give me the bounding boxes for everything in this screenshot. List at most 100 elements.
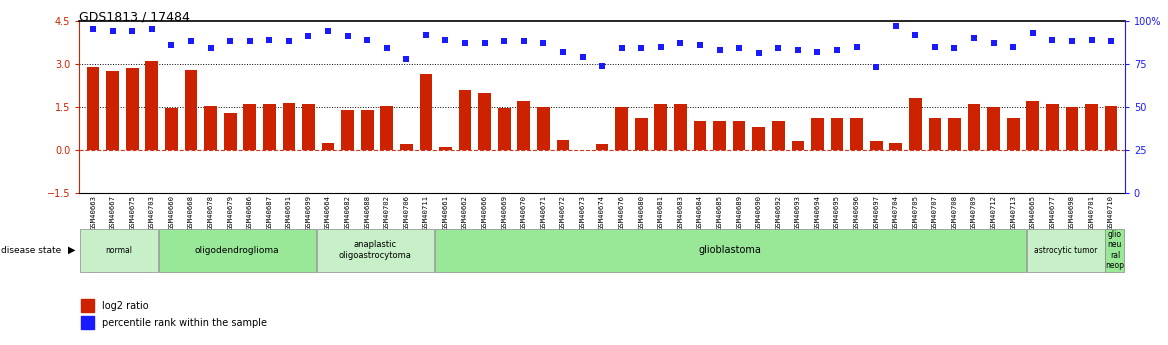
FancyBboxPatch shape	[317, 229, 434, 272]
Point	[456, 40, 474, 46]
Bar	[517, 101, 530, 150]
Point	[769, 46, 787, 51]
Point	[867, 65, 885, 70]
Point	[534, 40, 552, 46]
Bar	[772, 121, 785, 150]
Bar	[1047, 104, 1058, 150]
Point	[495, 39, 514, 44]
Point	[906, 32, 925, 37]
Bar	[654, 104, 667, 150]
Point	[279, 39, 298, 44]
Point	[162, 42, 181, 48]
Point	[887, 23, 905, 29]
Point	[925, 44, 944, 49]
Bar	[419, 74, 432, 150]
Point	[1063, 39, 1082, 44]
Bar	[635, 118, 647, 150]
Bar	[478, 92, 491, 150]
Point	[985, 40, 1003, 46]
Point	[182, 39, 201, 44]
Bar	[850, 118, 863, 150]
Point	[319, 28, 338, 34]
Bar	[792, 141, 805, 150]
Point	[632, 46, 651, 51]
Bar	[381, 106, 394, 150]
Point	[84, 27, 103, 32]
Point	[221, 39, 239, 44]
Point	[142, 27, 161, 32]
Text: astrocytic tumor: astrocytic tumor	[1034, 246, 1097, 255]
Point	[730, 46, 749, 51]
Bar	[82, 316, 93, 329]
Point	[357, 37, 376, 42]
Point	[808, 49, 827, 55]
Bar	[1105, 106, 1118, 150]
Bar	[341, 110, 354, 150]
Bar	[967, 104, 980, 150]
Text: GDS1813 / 17484: GDS1813 / 17484	[79, 10, 190, 23]
Bar	[361, 110, 374, 150]
Point	[965, 35, 983, 41]
Bar	[263, 104, 276, 150]
Bar	[498, 108, 510, 150]
Bar	[929, 118, 941, 150]
Bar	[185, 70, 197, 150]
Bar	[126, 68, 139, 150]
Bar	[204, 106, 217, 150]
Text: percentile rank within the sample: percentile rank within the sample	[102, 318, 267, 328]
Point	[1023, 30, 1042, 36]
Point	[652, 44, 670, 49]
Text: oligodendroglioma: oligodendroglioma	[195, 246, 279, 255]
Point	[573, 54, 592, 60]
Point	[690, 42, 709, 48]
Text: log2 ratio: log2 ratio	[102, 301, 148, 310]
Point	[788, 47, 807, 53]
Point	[417, 32, 436, 37]
Bar	[1027, 101, 1040, 150]
Point	[710, 47, 729, 53]
Bar	[889, 143, 902, 150]
Bar	[439, 147, 452, 150]
Point	[514, 39, 533, 44]
Bar	[1065, 107, 1078, 150]
Bar	[459, 90, 472, 150]
Text: anaplastic
oligoastrocytoma: anaplastic oligoastrocytoma	[339, 240, 411, 260]
Point	[945, 46, 964, 51]
Text: glioblastoma: glioblastoma	[698, 245, 762, 255]
Point	[750, 51, 769, 56]
FancyBboxPatch shape	[1027, 229, 1105, 272]
Bar	[321, 143, 334, 150]
Bar	[948, 118, 961, 150]
Point	[123, 28, 141, 34]
Point	[554, 49, 572, 55]
Bar	[537, 107, 550, 150]
Bar	[146, 61, 158, 150]
Point	[672, 40, 690, 46]
Point	[1003, 44, 1022, 49]
Text: ▶: ▶	[68, 245, 75, 255]
Point	[1043, 37, 1062, 42]
Text: glio
neu
ral
neop: glio neu ral neop	[1105, 230, 1125, 270]
Point	[592, 63, 612, 68]
Bar	[243, 104, 256, 150]
Bar	[752, 127, 765, 150]
Bar	[596, 144, 609, 150]
Point	[436, 37, 454, 42]
FancyBboxPatch shape	[434, 229, 1026, 272]
Bar	[1007, 118, 1020, 150]
Bar	[399, 144, 412, 150]
Bar	[674, 104, 687, 150]
Point	[828, 47, 847, 53]
Bar	[283, 103, 296, 150]
Point	[475, 40, 494, 46]
Point	[299, 33, 318, 39]
Bar	[165, 108, 178, 150]
Text: disease state: disease state	[1, 246, 62, 255]
Point	[1101, 39, 1120, 44]
Bar	[830, 118, 843, 150]
Bar	[616, 107, 628, 150]
Bar	[870, 141, 883, 150]
Bar	[987, 107, 1000, 150]
Point	[397, 56, 416, 61]
Point	[201, 46, 220, 51]
